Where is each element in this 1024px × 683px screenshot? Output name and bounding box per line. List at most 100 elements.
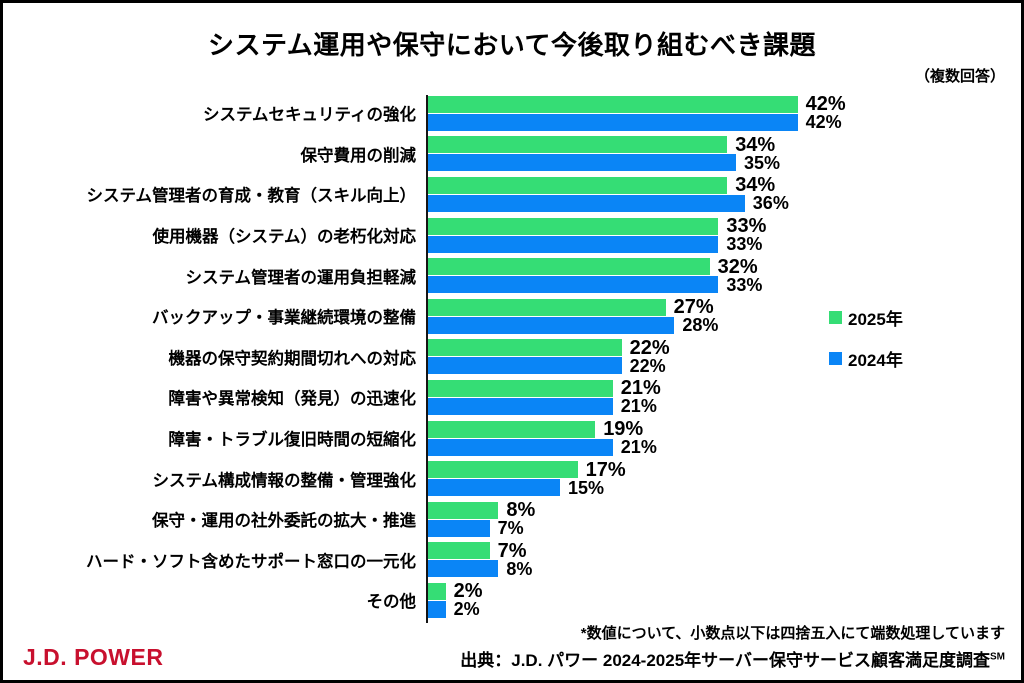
rounding-footnote: *数値について、小数点以下は四捨五入にて端数処理しています [580, 625, 1005, 642]
bar-2024年 [428, 600, 446, 618]
value-label-2025年: 34% [735, 174, 776, 197]
chart-row: バックアップ・事業継続環境の整備 27% 28% [3, 296, 1021, 337]
value-label-2024年: 15% [568, 477, 605, 498]
chart-row: 使用機器（システム）の老朽化対応 33% 33% [3, 215, 1021, 256]
bar-line-2024年: 35% [426, 154, 1021, 172]
jd-power-logo: J.D. POWER [23, 644, 164, 670]
bar-2024年 [428, 154, 736, 172]
bar-line-2025年: 34% [426, 174, 1021, 197]
category-label: ハード・ソフト含めたサポート窓口の一元化 [86, 552, 416, 571]
legend-item-2025年: 2025年 [829, 305, 903, 330]
value-label-2025年: 33% [726, 215, 767, 238]
bar-2025年 [428, 339, 622, 357]
bar-chart: システムセキュリティの強化 42% 42% 保守費用の削減 34% 35% システム管理者の… [3, 93, 1021, 623]
chart-row: システム管理者の運用負担軽減 32% 33% [3, 255, 1021, 296]
category-label: システムセキュリティの強化 [202, 106, 416, 125]
category-label: 保守・運用の社外委託の拡大・推進 [152, 512, 416, 531]
chart-rows: システムセキュリティの強化 42% 42% 保守費用の削減 34% 35% システム管理者の… [3, 93, 1021, 621]
bar-2024年 [428, 276, 719, 294]
value-label-2024年: 28% [682, 315, 719, 336]
value-label-2025年: 27% [673, 296, 714, 319]
bar-group: 17% 15% [426, 458, 1021, 499]
value-label-2025年: 21% [620, 377, 661, 400]
bar-line-2024年: 7% [426, 518, 1021, 539]
value-label-2025年: 19% [603, 418, 644, 441]
bar-line-2025年: 2% [426, 580, 1021, 603]
bar-group: 2% 2% [426, 580, 1021, 621]
bar-group: 33% 33% [426, 215, 1021, 256]
bar-2025年 [428, 420, 596, 438]
value-label-2024年: 33% [726, 234, 763, 255]
category-label: その他 [366, 593, 417, 612]
bar-group: 7% 8% [426, 540, 1021, 581]
chart-row: システムセキュリティの強化 42% 42% [3, 93, 1021, 134]
legend-swatch-icon [829, 352, 842, 365]
bar-2024年 [428, 113, 798, 131]
bar-2024年 [428, 194, 745, 212]
chart-row: 機器の保守契約期間切れへの対応 22% 22% [3, 336, 1021, 378]
bar-2024年 [428, 479, 560, 497]
bar-line-2024年: 8% [426, 558, 1021, 579]
chart-row: 保守費用の削減 34% 35% [3, 133, 1021, 175]
category-label: 障害や異常検知（発見）の迅速化 [168, 390, 417, 409]
legend-swatch-icon [829, 311, 842, 324]
bar-line-2025年: 22% [426, 336, 1021, 359]
bar-2025年 [428, 298, 666, 316]
bar-group: 21% 21% [426, 377, 1021, 418]
bar-group: 34% 36% [426, 174, 1021, 215]
bar-2025年 [428, 176, 728, 194]
value-label-2025年: 2% [453, 580, 483, 603]
value-label-2024年: 36% [752, 193, 789, 214]
bar-line-2025年: 17% [426, 458, 1021, 481]
bar-line-2024年: 28% [426, 315, 1021, 336]
bar-2025年 [428, 95, 798, 113]
bar-2024年 [428, 235, 719, 253]
legend-label: 2025年 [848, 310, 903, 329]
bar-line-2025年: 32% [426, 255, 1021, 278]
bar-group: 22% 22% [426, 336, 1021, 378]
bar-2024年 [428, 357, 622, 375]
bar-line-2024年: 21% [426, 437, 1021, 458]
chart-row: 障害・トラブル復旧時間の短縮化 19% 21% [3, 418, 1021, 459]
bar-line-2025年: 19% [426, 418, 1021, 441]
value-label-2025年: 32% [717, 255, 758, 278]
bar-2025年 [428, 379, 613, 397]
value-label-2024年: 42% [805, 112, 842, 133]
bar-group: 8% 7% [426, 499, 1021, 540]
value-label-2025年: 8% [506, 499, 536, 522]
category-label: 機器の保守契約期間切れへの対応 [168, 349, 417, 368]
value-label-2024年: 2% [453, 599, 480, 620]
value-label-2025年: 22% [629, 336, 670, 359]
value-label-2025年: 34% [735, 133, 776, 156]
value-label-2024年: 8% [506, 558, 533, 579]
bar-line-2024年: 33% [426, 276, 1021, 294]
value-label-2025年: 17% [585, 458, 626, 481]
bar-2025年 [428, 501, 499, 519]
category-label: バックアップ・事業継続環境の整備 [152, 309, 416, 328]
bar-group: 34% 35% [426, 133, 1021, 175]
source-line: 出典：J.D. パワー 2024-2025年サーバー保守サービス顧客満足度調査S… [460, 646, 1005, 671]
chart-row: 保守・運用の社外委託の拡大・推進 8% 7% [3, 499, 1021, 540]
bar-line-2025年: 7% [426, 541, 1021, 561]
chart-row: ハード・ソフト含めたサポート窓口の一元化 7% 8% [3, 540, 1021, 581]
category-label: システム管理者の運用負担軽減 [185, 268, 416, 287]
bar-line-2024年: 21% [426, 397, 1021, 415]
legend-item-2024年: 2024年 [829, 346, 903, 371]
chart-row: システム構成情報の整備・管理強化 17% 15% [3, 458, 1021, 499]
bar-line-2025年: 42% [426, 94, 1021, 114]
source-superscript: SM [990, 651, 1005, 663]
category-label: システム管理者の育成・教育（スキル向上） [86, 187, 416, 206]
multiple-answer-note: （複数回答） [914, 68, 1005, 85]
source-text: 出典：J.D. パワー 2024-2025年サーバー保守サービス顧客満足度調査 [460, 651, 990, 670]
bar-2025年 [428, 582, 446, 600]
y-axis-line [426, 95, 428, 623]
bar-line-2025年: 8% [426, 499, 1021, 522]
bar-line-2024年: 42% [426, 112, 1021, 133]
value-label-2024年: 7% [497, 518, 524, 539]
bar-group: 32% 33% [426, 255, 1021, 296]
bar-line-2025年: 34% [426, 133, 1021, 156]
chart-title: システム運用や保守において今後取り組むべき課題 [208, 30, 816, 60]
value-label-2024年: 21% [620, 437, 657, 458]
bar-line-2024年: 15% [426, 477, 1021, 498]
